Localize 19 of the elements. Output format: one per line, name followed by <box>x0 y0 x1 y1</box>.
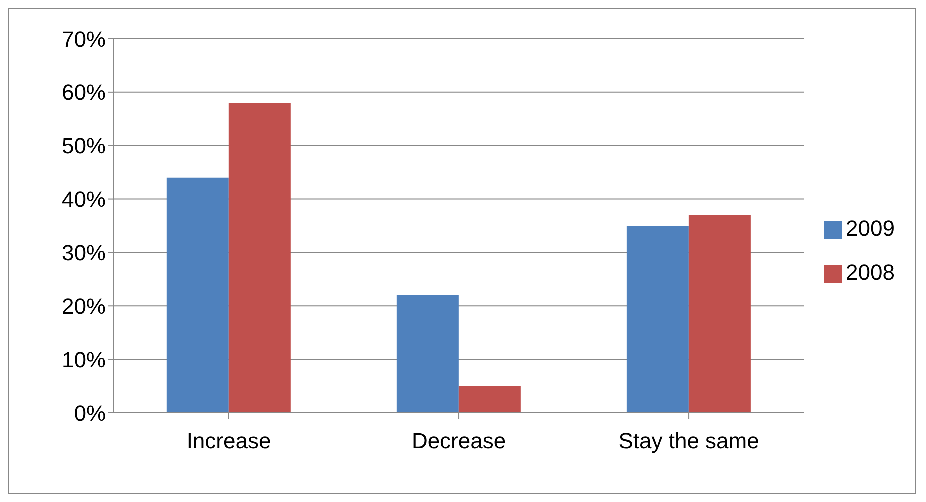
x-tick-label: Increase <box>186 428 272 454</box>
y-tick-label: 30% <box>62 240 106 266</box>
bar <box>688 215 751 413</box>
bar <box>166 178 229 413</box>
bar <box>458 386 521 413</box>
legend-label: 2009 <box>846 216 895 241</box>
y-tick-label: 40% <box>62 187 106 212</box>
y-tick-label: 20% <box>62 294 106 319</box>
y-tick-label: 70% <box>62 26 106 52</box>
y-tick-label: 60% <box>62 80 106 106</box>
x-tick-label: Stay the same <box>618 428 760 454</box>
x-tick-label: Decrease <box>412 428 506 454</box>
legend-label: 2008 <box>846 260 895 285</box>
bar <box>396 295 459 413</box>
y-tick-label: 50% <box>62 134 106 159</box>
y-tick-label: 0% <box>74 400 106 426</box>
y-tick-label: 10% <box>62 347 106 372</box>
bar <box>228 103 291 413</box>
bar <box>626 226 689 413</box>
